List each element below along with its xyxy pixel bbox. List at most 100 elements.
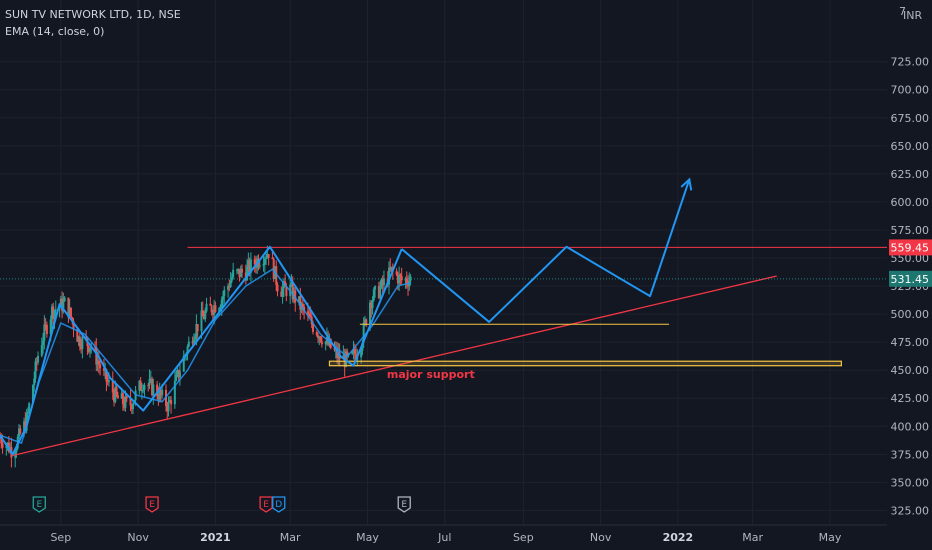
candle-body	[187, 341, 190, 347]
candle-body	[18, 428, 21, 437]
candle-body	[49, 319, 52, 335]
candle-body	[249, 259, 252, 273]
drawings[interactable]: major support	[0, 177, 887, 457]
candle-body	[19, 428, 22, 434]
candle-body	[191, 341, 194, 344]
candle-body	[374, 286, 377, 290]
candle-body	[281, 288, 284, 297]
event-marker-shape	[32, 496, 46, 513]
candle-body	[186, 346, 189, 355]
price-tick-label: 450.00	[891, 364, 930, 377]
candle-body	[203, 316, 206, 320]
candle-body	[291, 283, 294, 300]
candle-body	[138, 380, 141, 391]
time-tick-label: Jul	[437, 531, 451, 544]
candle-body	[96, 360, 99, 365]
candle-body	[176, 370, 179, 375]
candle-body	[69, 307, 72, 318]
price-tick-label: 325.00	[891, 504, 930, 517]
candle-body	[62, 301, 65, 312]
candle-body	[123, 404, 126, 408]
candle-body	[143, 385, 146, 390]
ema-line	[0, 268, 411, 445]
candle-body	[280, 291, 283, 297]
candle-body	[42, 340, 45, 346]
resistance-price-tag-text: 559.45	[891, 241, 930, 254]
candle-body	[77, 336, 80, 342]
candle-body	[248, 260, 251, 273]
time-tick-label: 2021	[200, 531, 231, 544]
candle-body	[195, 324, 198, 337]
candle-body	[161, 389, 164, 396]
price-tick-label: 375.00	[891, 448, 930, 461]
candle-body	[319, 336, 322, 342]
indicator-legend[interactable]: EMA (14, close, 0)	[5, 25, 105, 38]
candle-body	[213, 305, 216, 315]
candle-body	[113, 392, 116, 402]
candle-body	[262, 264, 265, 266]
candle-body	[371, 300, 374, 309]
candle-body	[105, 369, 108, 382]
candles[interactable]	[0, 245, 412, 468]
event-marker-letter: E	[263, 500, 269, 510]
time-tick-label: Sep	[513, 531, 534, 544]
candle-body	[63, 297, 66, 302]
price-tick-label: 475.00	[891, 336, 930, 349]
candle-body	[45, 324, 48, 335]
candle-body	[15, 448, 18, 453]
candle-body	[35, 361, 38, 363]
price-tick-label: 600.00	[891, 196, 930, 209]
candle-body	[315, 331, 318, 336]
candle-body	[173, 380, 176, 405]
candle-body	[26, 411, 29, 414]
time-tick-label: 2022	[663, 531, 694, 544]
time-tick-label: May	[819, 531, 842, 544]
candle-body	[200, 310, 203, 332]
event-marker-letter: E	[149, 500, 155, 510]
candle-body	[299, 296, 302, 310]
candle-body	[363, 319, 366, 323]
candle-body	[72, 321, 75, 330]
candle-body	[33, 378, 36, 386]
candle-body	[140, 390, 143, 392]
candle-body	[37, 355, 40, 363]
time-tick-label: Mar	[280, 531, 301, 544]
price-tick-label: 575.00	[891, 224, 930, 237]
candle-body	[125, 396, 128, 399]
candle-body	[147, 385, 150, 387]
candle-body	[5, 445, 8, 448]
candle-body	[258, 265, 261, 267]
time-axis[interactable]: Sep Nov 2021 Mar May Jul Sep Nov 2022 Mar May	[0, 524, 887, 544]
candle-body	[115, 387, 118, 396]
candle-body	[266, 254, 269, 258]
candle-body	[210, 305, 213, 313]
time-tick-label: Nov	[127, 531, 149, 544]
resistance-price-tag-bg	[889, 239, 932, 256]
candle-body	[34, 361, 37, 379]
candle-body	[241, 268, 244, 273]
candle-body	[400, 275, 403, 281]
candle-body	[353, 349, 356, 355]
symbol-title[interactable]: SUN TV NETWORK LTD, 1D, NSE	[5, 8, 181, 21]
candle-body	[177, 370, 180, 378]
price-tick-label: 350.00	[891, 476, 930, 489]
candle-body	[337, 352, 340, 358]
candle-body	[407, 283, 410, 287]
earnings-event-marker: E	[259, 496, 273, 513]
candle-body	[232, 269, 235, 278]
candle-body	[320, 341, 323, 345]
candle-body	[170, 399, 173, 405]
candle-body	[120, 393, 123, 399]
candle-body	[272, 258, 275, 280]
candle-body	[317, 335, 320, 339]
candle-body	[365, 319, 368, 326]
candle-body	[352, 349, 355, 352]
candle-body	[370, 302, 373, 309]
event-marker-shape	[397, 496, 411, 513]
price-axis[interactable]: 325.00 350.00 375.00 400.00 425.00 450.00 475.…	[887, 0, 932, 550]
price-tick-label: 500.00	[891, 308, 930, 321]
candle-body	[218, 308, 221, 313]
candle-body	[372, 289, 375, 301]
